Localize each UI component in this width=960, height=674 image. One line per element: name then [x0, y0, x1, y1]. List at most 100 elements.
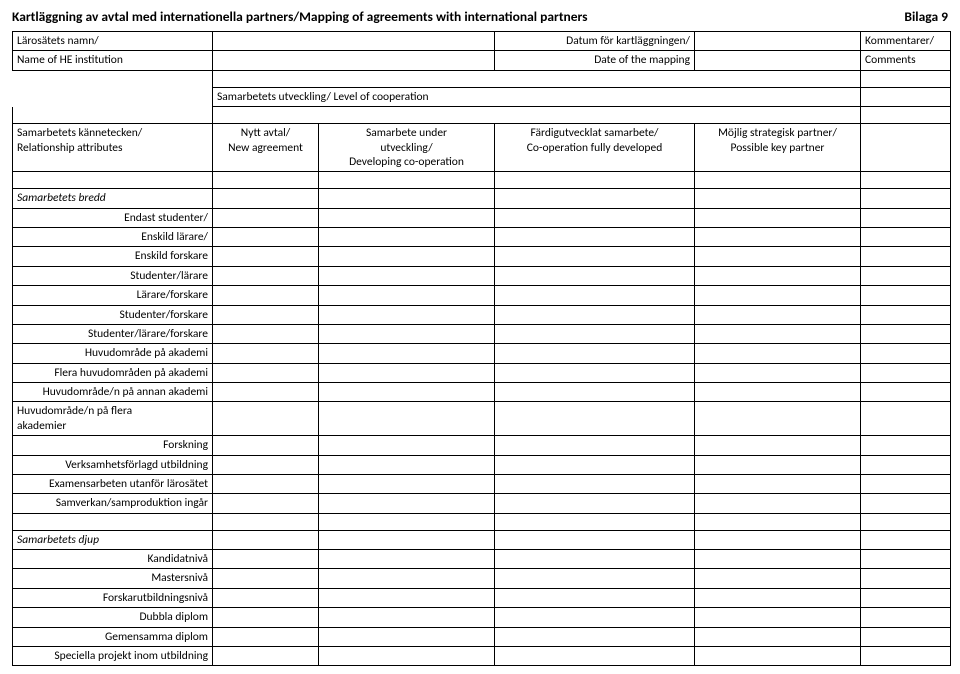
table-row-label: Kandidatnivå — [13, 550, 213, 569]
sp4-6 — [861, 513, 951, 530]
table-cell — [213, 436, 319, 455]
table-cell — [861, 266, 951, 285]
table-cell — [495, 646, 695, 665]
sp3-5 — [695, 172, 861, 189]
table-cell — [213, 363, 319, 382]
hdr-right1: Kommentarer/ — [861, 32, 951, 51]
attrs-col5b: Possible key partner — [731, 141, 825, 155]
table-cell — [695, 286, 861, 305]
table-cell — [213, 286, 319, 305]
spacer2 — [13, 107, 213, 124]
dh-4 — [495, 530, 695, 549]
table-cell — [695, 305, 861, 324]
attrs-col4a: Färdigutvecklat samarbete/ — [530, 126, 658, 140]
table-cell — [319, 363, 495, 382]
sp3-4 — [495, 172, 695, 189]
attrs-col3: Samarbete under utveckling/ Developing c… — [319, 124, 495, 172]
table-cell — [861, 344, 951, 363]
attrs-col5: Möjlig strategisk partner/ Possible key … — [695, 124, 861, 172]
table-cell — [695, 228, 861, 247]
table-cell — [495, 627, 695, 646]
bm-4 — [495, 402, 695, 436]
bh-5 — [695, 189, 861, 208]
bredd-ml2: akademier — [17, 419, 66, 433]
level-label: Samarbetets utveckling/ Level of coopera… — [213, 87, 861, 106]
table-cell — [319, 588, 495, 607]
sp3-1 — [13, 172, 213, 189]
table-cell — [213, 324, 319, 343]
table-cell — [213, 383, 319, 402]
bilaga-label: Bilaga 9 — [904, 8, 948, 25]
dh-6 — [861, 530, 951, 549]
table-row-label: Endast studenter/ — [13, 208, 213, 227]
main-table: Lärosätets namn/ Datum för kartläggninge… — [12, 31, 951, 666]
table-row-label: Studenter/forskare — [13, 305, 213, 324]
sp4-4 — [495, 513, 695, 530]
table-cell — [695, 266, 861, 285]
table-cell — [695, 436, 861, 455]
table-cell — [495, 436, 695, 455]
sp3-2 — [213, 172, 319, 189]
table-cell — [695, 588, 861, 607]
table-row-label: Huvudområde/n på annan akademi — [13, 383, 213, 402]
dh-2 — [213, 530, 319, 549]
table-row-label: Examensarbeten utanför lärosätet — [13, 474, 213, 493]
table-cell — [861, 436, 951, 455]
table-cell — [319, 266, 495, 285]
attrs-col6 — [861, 124, 951, 172]
table-cell — [861, 324, 951, 343]
table-cell — [495, 494, 695, 513]
attrs-col2a: Nytt avtal/ — [241, 126, 290, 140]
table-cell — [319, 344, 495, 363]
bredd-multiline: Huvudområde/n på flera akademier — [13, 402, 213, 436]
table-cell — [213, 474, 319, 493]
table-cell — [861, 305, 951, 324]
table-row-label: Enskild lärare/ — [13, 228, 213, 247]
table-cell — [495, 550, 695, 569]
table-cell — [495, 344, 695, 363]
table-cell — [695, 474, 861, 493]
attrs-left2: Relationship attributes — [17, 141, 123, 155]
table-row-label: Forskning — [13, 436, 213, 455]
table-row-label: Flera huvudområden på akademi — [13, 363, 213, 382]
spacer2-r — [861, 107, 951, 124]
hdr-empty3 — [213, 51, 495, 70]
sp4-3 — [319, 513, 495, 530]
table-cell — [695, 344, 861, 363]
table-row-label: Forskarutbildningsnivå — [13, 588, 213, 607]
level-left — [13, 87, 213, 106]
table-cell — [861, 247, 951, 266]
sp4-5 — [695, 513, 861, 530]
table-cell — [495, 588, 695, 607]
table-cell — [695, 383, 861, 402]
sp4-1 — [13, 513, 213, 530]
attrs-left1: Samarbetets kännetecken/ — [17, 126, 142, 140]
bm-5 — [695, 402, 861, 436]
table-cell — [213, 455, 319, 474]
table-row-label: Studenter/lärare — [13, 266, 213, 285]
hdr-empty — [213, 32, 495, 51]
table-row-label: Samverkan/samproduktion ingår — [13, 494, 213, 513]
table-cell — [861, 208, 951, 227]
table-cell — [319, 455, 495, 474]
hdr-mid2: Date of the mapping — [495, 51, 695, 70]
table-row-label: Speciella projekt inom utbildning — [13, 646, 213, 665]
sp3-6 — [861, 172, 951, 189]
bredd-ml1: Huvudområde/n på flera — [17, 404, 132, 418]
table-cell — [861, 550, 951, 569]
table-cell — [861, 494, 951, 513]
table-row-label: Huvudområde på akademi — [13, 344, 213, 363]
table-cell — [495, 474, 695, 493]
table-row-label: Lärare/forskare — [13, 286, 213, 305]
sp3-3 — [319, 172, 495, 189]
page-title: Kartläggning av avtal med internationell… — [12, 8, 588, 25]
attrs-col2b: New agreement — [228, 141, 303, 155]
table-cell — [861, 286, 951, 305]
table-cell — [695, 627, 861, 646]
page-title-row: Kartläggning av avtal med internationell… — [12, 8, 948, 25]
table-cell — [695, 247, 861, 266]
table-cell — [861, 569, 951, 588]
bm-3 — [319, 402, 495, 436]
table-cell — [213, 569, 319, 588]
hdr-empty2 — [695, 32, 861, 51]
